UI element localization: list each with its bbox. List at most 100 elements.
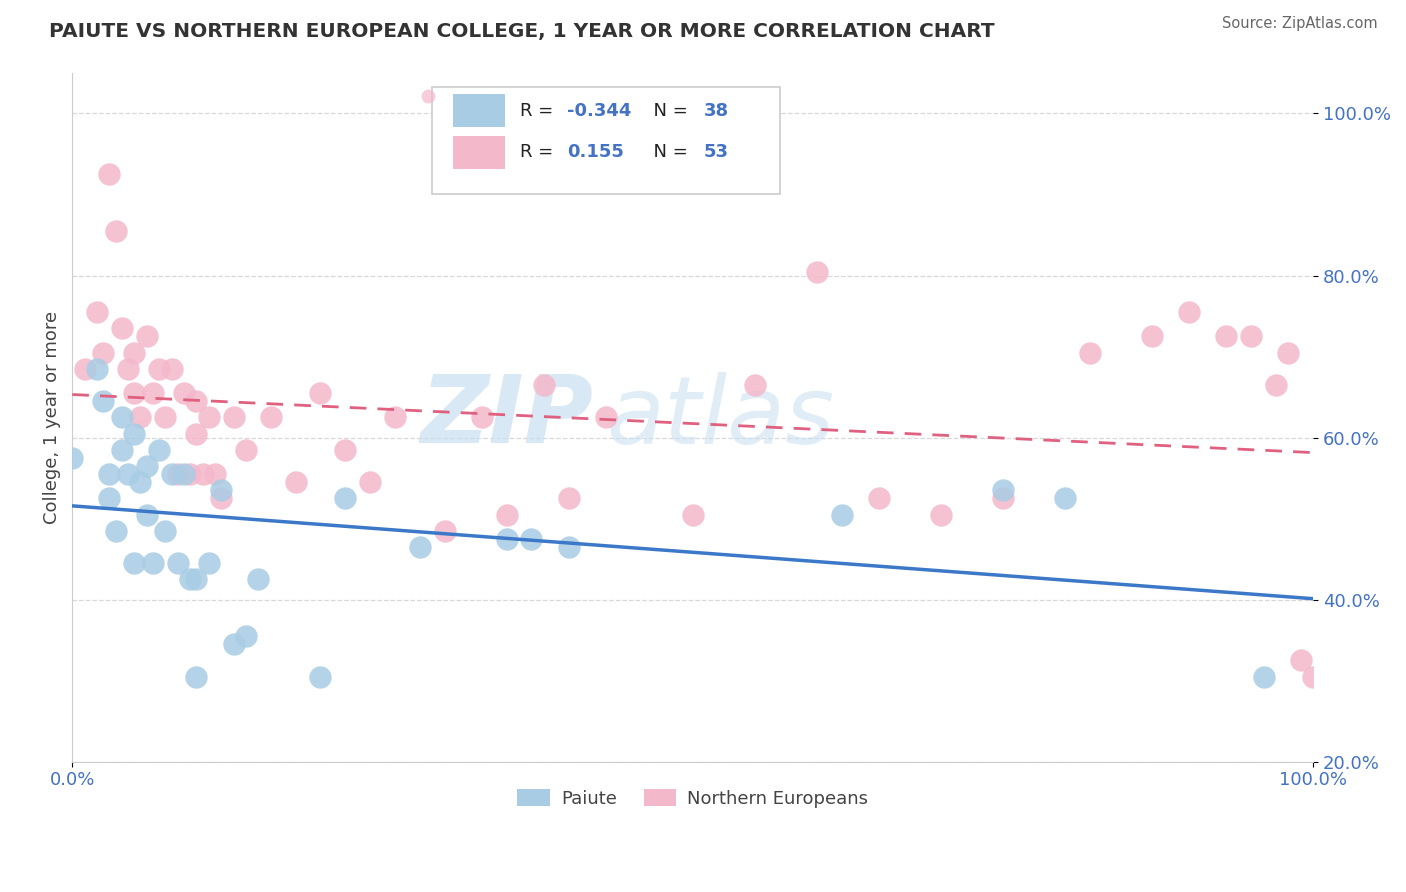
Text: PAIUTE VS NORTHERN EUROPEAN COLLEGE, 1 YEAR OR MORE CORRELATION CHART: PAIUTE VS NORTHERN EUROPEAN COLLEGE, 1 Y… (49, 22, 995, 41)
Point (98, 491, 121, 506)
Point (335, 491, 357, 506)
Point (222, 637, 245, 651)
Point (929, 508, 952, 522)
Y-axis label: College, 1 year or more: College, 1 year or more (44, 310, 60, 524)
Point (104, 524, 127, 538)
Point (1140, 329, 1163, 343)
Point (160, 361, 183, 376)
Point (173, 467, 195, 482)
Point (1078, 345, 1101, 359)
Point (142, 386, 165, 401)
FancyBboxPatch shape (453, 95, 505, 128)
Point (98, 167, 121, 181)
Point (557, 540, 579, 554)
Point (111, 410, 134, 425)
Point (418, 133, 440, 147)
Point (409, 540, 432, 554)
Point (1302, 670, 1324, 684)
Point (209, 483, 232, 498)
Point (682, 508, 704, 522)
Point (135, 458, 157, 473)
Text: N =: N = (643, 144, 693, 161)
Point (335, 442, 357, 457)
FancyBboxPatch shape (432, 87, 780, 194)
Point (433, 524, 456, 538)
Point (166, 556, 188, 570)
Text: R =: R = (520, 102, 560, 120)
Point (520, 532, 543, 546)
Text: Source: ZipAtlas.com: Source: ZipAtlas.com (1222, 16, 1378, 31)
Text: ZIP: ZIP (420, 371, 593, 463)
Point (155, 410, 177, 425)
Point (309, 386, 332, 401)
Point (806, 264, 828, 278)
Point (595, 410, 617, 425)
Point (104, 224, 127, 238)
Point (1265, 378, 1288, 392)
Point (384, 410, 406, 425)
Point (91, 345, 114, 359)
Point (117, 361, 139, 376)
Point (124, 386, 146, 401)
Point (1054, 491, 1077, 506)
Point (160, 467, 183, 482)
Point (359, 475, 381, 490)
Point (129, 410, 152, 425)
Point (186, 573, 208, 587)
Point (1178, 305, 1201, 319)
Point (557, 491, 579, 506)
Point (222, 410, 245, 425)
Point (173, 386, 195, 401)
Text: 53: 53 (704, 144, 728, 161)
Point (73, 361, 96, 376)
Point (260, 410, 283, 425)
Point (209, 491, 232, 506)
Point (91, 394, 114, 409)
Point (135, 329, 157, 343)
Point (155, 524, 177, 538)
Point (186, 426, 208, 441)
Point (309, 670, 332, 684)
Point (124, 556, 146, 570)
Point (148, 442, 170, 457)
Text: R =: R = (520, 144, 560, 161)
Legend: Paiute, Northern Europeans: Paiute, Northern Europeans (510, 781, 876, 814)
Point (197, 556, 219, 570)
Point (235, 629, 257, 643)
Point (471, 410, 494, 425)
Point (179, 573, 201, 587)
Point (117, 467, 139, 482)
Point (991, 491, 1014, 506)
Point (284, 475, 307, 490)
Point (831, 508, 853, 522)
Text: 38: 38 (704, 102, 730, 120)
Point (86, 305, 108, 319)
Point (98, 467, 121, 482)
Point (235, 442, 257, 457)
Point (868, 491, 890, 506)
Point (111, 442, 134, 457)
Point (197, 410, 219, 425)
Point (179, 467, 201, 482)
Point (186, 394, 208, 409)
Point (166, 467, 188, 482)
Point (60, 450, 83, 465)
Point (1277, 345, 1299, 359)
Text: N =: N = (643, 102, 693, 120)
Point (495, 508, 517, 522)
Point (135, 508, 157, 522)
Point (1253, 670, 1275, 684)
Point (124, 426, 146, 441)
Point (191, 467, 214, 482)
Point (991, 483, 1014, 498)
Point (744, 378, 766, 392)
Point (247, 573, 270, 587)
Point (1240, 329, 1263, 343)
Point (124, 345, 146, 359)
Point (129, 475, 152, 490)
Point (142, 556, 165, 570)
Point (533, 378, 555, 392)
Text: -0.344: -0.344 (568, 102, 631, 120)
Point (1289, 653, 1312, 667)
FancyBboxPatch shape (453, 136, 505, 169)
